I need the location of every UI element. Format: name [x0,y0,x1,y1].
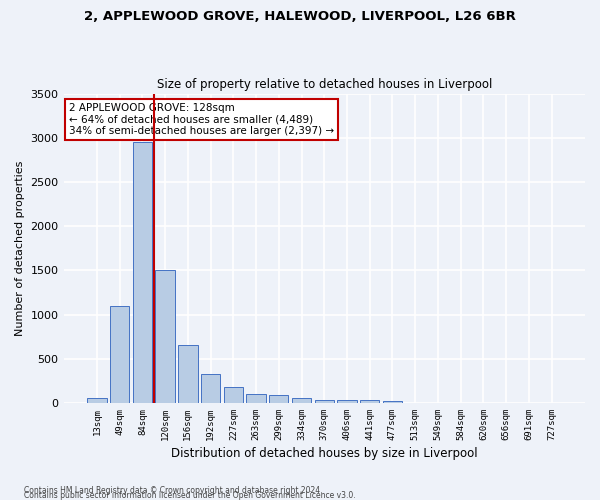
Bar [178,346,197,403]
X-axis label: Distribution of detached houses by size in Liverpool: Distribution of detached houses by size … [171,447,478,460]
Bar [87,398,107,403]
Bar [292,398,311,403]
Text: Contains public sector information licensed under the Open Government Licence v3: Contains public sector information licen… [24,490,356,500]
Bar [224,386,243,403]
Bar [383,400,402,403]
Text: 2 APPLEWOOD GROVE: 128sqm
← 64% of detached houses are smaller (4,489)
34% of se: 2 APPLEWOOD GROVE: 128sqm ← 64% of detac… [69,103,334,136]
Bar [201,374,220,403]
Bar [247,394,266,403]
Title: Size of property relative to detached houses in Liverpool: Size of property relative to detached ho… [157,78,492,91]
Bar [133,142,152,403]
Text: 2, APPLEWOOD GROVE, HALEWOOD, LIVERPOOL, L26 6BR: 2, APPLEWOOD GROVE, HALEWOOD, LIVERPOOL,… [84,10,516,23]
Y-axis label: Number of detached properties: Number of detached properties [15,160,25,336]
Text: Contains HM Land Registry data © Crown copyright and database right 2024.: Contains HM Land Registry data © Crown c… [24,486,323,495]
Bar [360,400,379,403]
Bar [337,400,356,403]
Bar [314,400,334,403]
Bar [155,270,175,403]
Bar [110,306,130,403]
Bar [269,396,289,403]
